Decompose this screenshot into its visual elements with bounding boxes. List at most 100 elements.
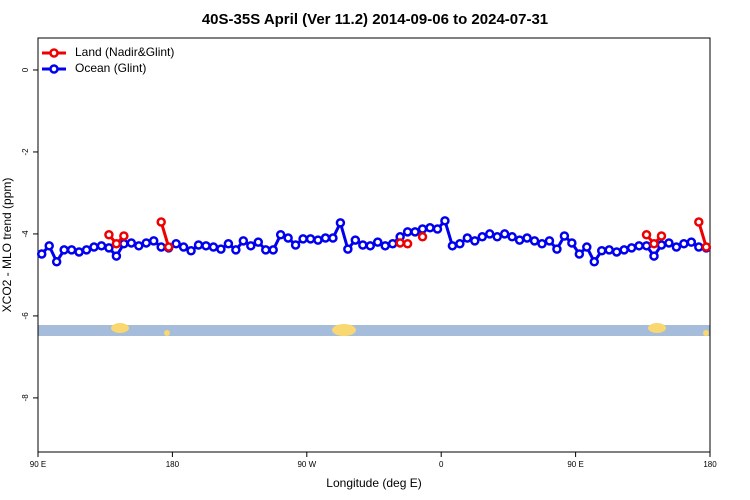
data-point xyxy=(275,230,286,240)
data-point xyxy=(410,227,420,237)
data-point xyxy=(51,257,62,267)
data-point xyxy=(365,241,376,251)
data-point xyxy=(686,237,697,247)
data-point xyxy=(104,243,114,253)
data-point xyxy=(178,242,189,252)
data-point xyxy=(649,239,659,249)
data-point xyxy=(246,241,256,251)
data-point xyxy=(372,237,383,247)
data-point xyxy=(305,234,316,244)
data-point xyxy=(119,239,129,249)
data-point xyxy=(216,244,226,254)
data-point xyxy=(537,239,547,249)
data-point xyxy=(74,247,84,257)
data-point xyxy=(611,247,622,257)
data-point xyxy=(664,238,674,248)
x-tick-label: 90 W xyxy=(297,460,316,469)
data-point xyxy=(395,238,405,248)
data-point xyxy=(387,239,398,249)
legend-label: Ocean (Glint) xyxy=(75,61,146,75)
data-point xyxy=(694,217,704,227)
land-blob xyxy=(648,323,666,333)
data-point xyxy=(283,233,293,243)
data-point xyxy=(514,235,525,245)
legend-label: Land (Nadir&Glint) xyxy=(75,45,174,59)
x-axis-label: Longitude (deg E) xyxy=(326,476,421,490)
data-point xyxy=(462,233,473,243)
data-point xyxy=(358,240,368,250)
data-point xyxy=(679,239,689,249)
data-point xyxy=(268,245,278,255)
data-point xyxy=(596,245,607,256)
data-point xyxy=(223,239,234,249)
data-point xyxy=(119,231,129,241)
data-point xyxy=(141,238,152,248)
data-point xyxy=(656,231,667,241)
legend: Land (Nadir&Glint) Ocean (Glint) xyxy=(42,45,174,75)
data-point xyxy=(89,242,99,252)
data-point xyxy=(335,218,346,228)
data-point xyxy=(522,233,532,243)
data-point xyxy=(634,241,644,251)
data-point xyxy=(171,239,181,249)
x-tick-label: 180 xyxy=(166,460,180,469)
data-point xyxy=(589,257,600,267)
y-tick-label: -4 xyxy=(21,230,30,238)
data-point xyxy=(111,239,122,249)
chart-title: 40S-35S April (Ver 11.2) 2014-09-06 to 2… xyxy=(202,11,548,28)
data-point xyxy=(231,245,241,255)
data-point xyxy=(104,230,114,240)
y-tick-label: -8 xyxy=(21,394,30,402)
data-point xyxy=(402,239,413,249)
data-point xyxy=(66,245,77,255)
y-tick-label: 0 xyxy=(21,67,30,72)
data-point xyxy=(417,224,428,234)
x-tick-label: 90 E xyxy=(30,460,46,469)
x-tick-label: 180 xyxy=(703,460,717,469)
data-point xyxy=(671,242,682,252)
data-point xyxy=(36,249,47,259)
data-point xyxy=(447,241,458,251)
data-point xyxy=(507,232,517,242)
data-point xyxy=(156,217,166,227)
data-point xyxy=(126,238,137,248)
data-point xyxy=(484,229,495,239)
data-point xyxy=(402,227,413,237)
data-point xyxy=(470,236,480,246)
data-point xyxy=(111,251,122,261)
land-blob xyxy=(332,324,356,336)
data-point xyxy=(649,251,659,261)
data-point xyxy=(59,245,69,255)
data-point xyxy=(574,249,585,259)
data-point xyxy=(425,223,435,233)
data-point xyxy=(440,216,450,226)
data-point xyxy=(328,233,338,243)
data-point xyxy=(148,236,159,246)
data-point xyxy=(701,242,712,252)
data-point xyxy=(193,240,204,250)
data-point xyxy=(544,236,555,246)
data-point xyxy=(417,232,428,242)
data-point xyxy=(343,244,353,254)
data-point xyxy=(238,236,249,246)
y-tick-label: -2 xyxy=(21,148,30,156)
data-point xyxy=(582,242,592,252)
data-point xyxy=(604,245,614,255)
data-point xyxy=(260,245,271,255)
data-point xyxy=(44,241,54,251)
land-blob xyxy=(164,330,170,336)
data-point xyxy=(455,239,465,249)
land-blob xyxy=(703,330,709,336)
data-point xyxy=(320,233,331,243)
data-point xyxy=(298,234,308,244)
data-point xyxy=(96,241,107,251)
legend-marker xyxy=(49,48,59,58)
ocean-strip xyxy=(38,325,710,336)
data-point xyxy=(313,235,323,245)
land-blob xyxy=(111,323,129,333)
data-point xyxy=(567,238,577,248)
data-point xyxy=(499,229,510,239)
data-point xyxy=(529,236,540,246)
